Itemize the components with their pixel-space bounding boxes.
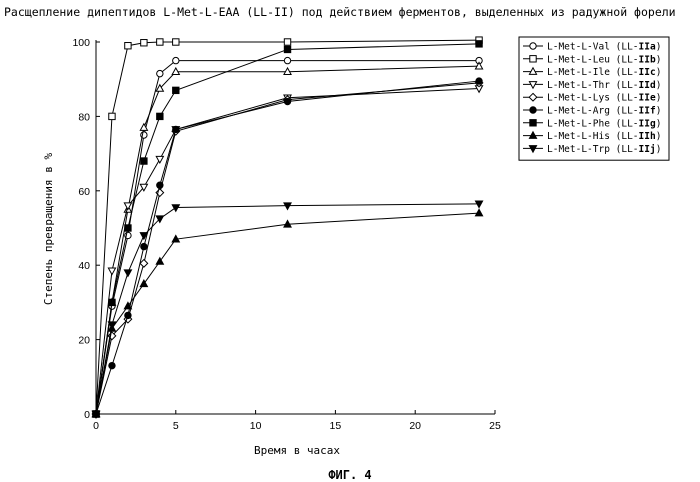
data-point [108,268,115,275]
data-point [475,209,482,216]
data-point [173,87,179,93]
chart-figure: Расщепление дипептидов L-Met-L-EAA (LL-I… [0,0,700,482]
y-tick-label: 80 [78,111,90,123]
chart-title: Расщепление дипептидов L-Met-L-EAA (LL-I… [4,5,676,19]
x-axis-label: Время в часах [254,444,340,457]
data-point [157,39,163,45]
figure-caption: ФИГ. 4 [328,468,371,482]
data-point [156,156,163,163]
data-point [157,70,163,76]
legend: L-Met-L-Val (LL-IIa)L-Met-L-Leu (LL-IIb)… [519,37,669,160]
data-point [173,57,179,63]
data-point [157,182,163,188]
data-point [125,43,131,49]
data-point [141,40,147,46]
x-tick-label: 0 [93,420,99,432]
series-6 [93,78,482,417]
legend-marker [530,107,536,113]
data-point [284,57,290,63]
series-5 [92,79,483,418]
series-line [96,81,479,414]
data-point [284,98,290,104]
data-point [173,126,179,132]
data-point [284,46,290,52]
series-8 [92,209,482,416]
series-3 [92,62,482,416]
series-1 [93,57,482,417]
y-tick-label: 60 [78,186,90,198]
y-axis-label: Степень превращения в % [42,152,55,305]
series-4 [92,86,482,418]
data-point [157,113,163,119]
legend-marker [530,120,536,126]
series-line [96,61,479,414]
data-point [109,299,115,305]
legend-label: L-Met-L-Trp (LL-IIj) [547,144,661,155]
data-point [140,260,148,268]
x-tick-label: 15 [330,420,342,432]
series-line [96,66,479,414]
x-tick-label: 20 [409,420,421,432]
data-point [125,225,131,231]
x-tick-label: 10 [250,420,262,432]
x-tick-label: 5 [173,420,179,432]
y-tick-label: 0 [84,409,90,421]
data-point [109,362,115,368]
data-point [141,158,147,164]
series-line [96,83,479,414]
data-point [475,62,482,69]
data-point [124,203,131,210]
data-point [141,243,147,249]
legend-marker [530,56,536,62]
legend-label: L-Met-L-Leu (LL-IIb) [547,54,661,65]
data-point [124,270,131,277]
legend-label: L-Met-L-Thr (LL-IId) [547,80,661,91]
data-point [476,41,482,47]
data-point [172,205,179,212]
data-point [172,68,179,75]
y-tick-label: 40 [78,260,90,272]
legend-label: L-Met-L-Lys (LL-IIe) [547,93,661,104]
data-point [173,39,179,45]
series-group [92,37,483,418]
legend-label: L-Met-L-Val (LL-IIa) [547,42,661,53]
chart-svg: Расщепление дипептидов L-Met-L-EAA (LL-I… [0,0,700,482]
series-line [96,89,479,415]
legend-label: L-Met-L-His (LL-IIh) [547,131,661,142]
data-point [125,312,131,318]
legend-label: L-Met-L-Phe (LL-IIg) [547,118,661,129]
legend-marker [530,43,536,49]
series-line [96,213,479,414]
legend-label: L-Met-L-Ile (LL-IIc) [547,67,661,78]
data-point [284,39,290,45]
y-tick-label: 20 [78,335,90,347]
y-tick-label: 100 [72,37,90,49]
legend-label: L-Met-L-Arg (LL-IIf) [547,106,661,117]
data-point [476,78,482,84]
x-tick-label: 25 [489,420,501,432]
series-line [96,204,479,414]
data-point [109,113,115,119]
